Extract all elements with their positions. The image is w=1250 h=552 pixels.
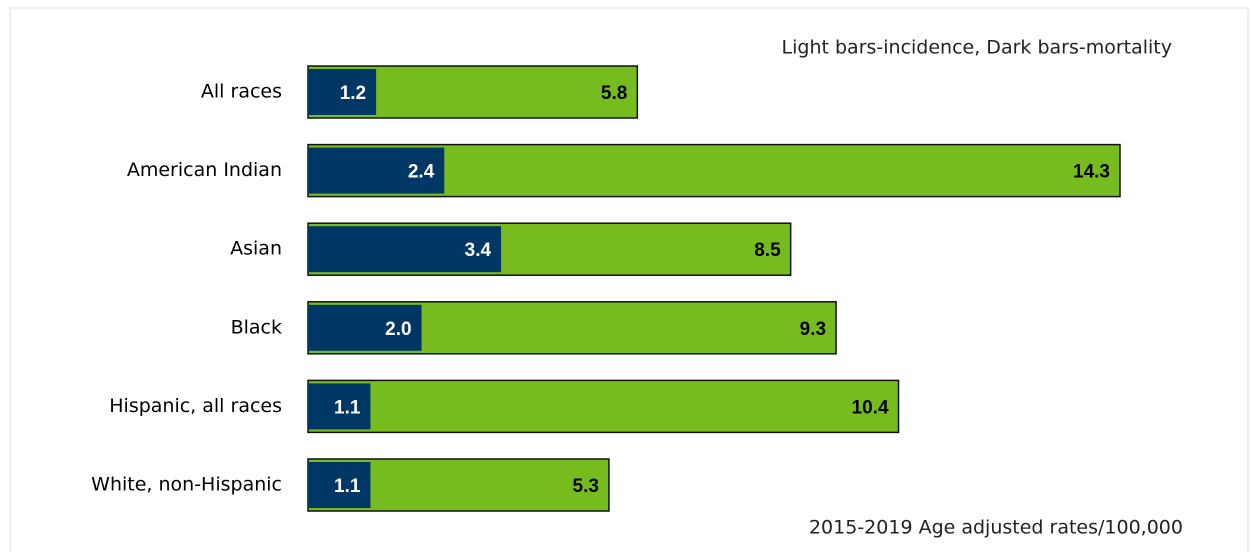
- category-label: All races: [201, 81, 282, 103]
- value-label: 2.4: [408, 162, 435, 183]
- value-label: 1.1: [334, 476, 361, 497]
- value-label: 1.2: [340, 83, 366, 104]
- value-label: 8.5: [754, 240, 781, 261]
- value-label: 3.4: [465, 240, 492, 261]
- mortality-bar: [308, 383, 371, 430]
- value-label: 5.8: [601, 83, 627, 104]
- chart-frame: [9, 7, 1249, 552]
- category-label: Asian: [230, 238, 282, 260]
- mortality-bar: [308, 304, 422, 351]
- footnote: 2015-2019 Age adjusted rates/100,000: [809, 517, 1183, 539]
- mortality-bar: [308, 147, 445, 194]
- annotation: Light bars-incidence, Dark bars-mortalit…: [782, 37, 1172, 59]
- value-label: 5.3: [573, 476, 599, 497]
- mortality-bar: [308, 226, 502, 273]
- value-label: 14.3: [1073, 162, 1110, 183]
- category-label: Hispanic, all races: [109, 395, 282, 417]
- incidence-bar: [307, 379, 900, 434]
- mortality-bar: [308, 69, 377, 115]
- value-label: 9.3: [800, 319, 826, 340]
- value-label: 2.0: [385, 319, 411, 340]
- value-label: 1.1: [334, 397, 361, 418]
- mortality-bar: [308, 462, 371, 508]
- category-label: White, non-Hispanic: [91, 474, 282, 496]
- category-label: American Indian: [127, 159, 282, 181]
- category-label: Black: [231, 316, 282, 338]
- value-label: 10.4: [852, 397, 889, 418]
